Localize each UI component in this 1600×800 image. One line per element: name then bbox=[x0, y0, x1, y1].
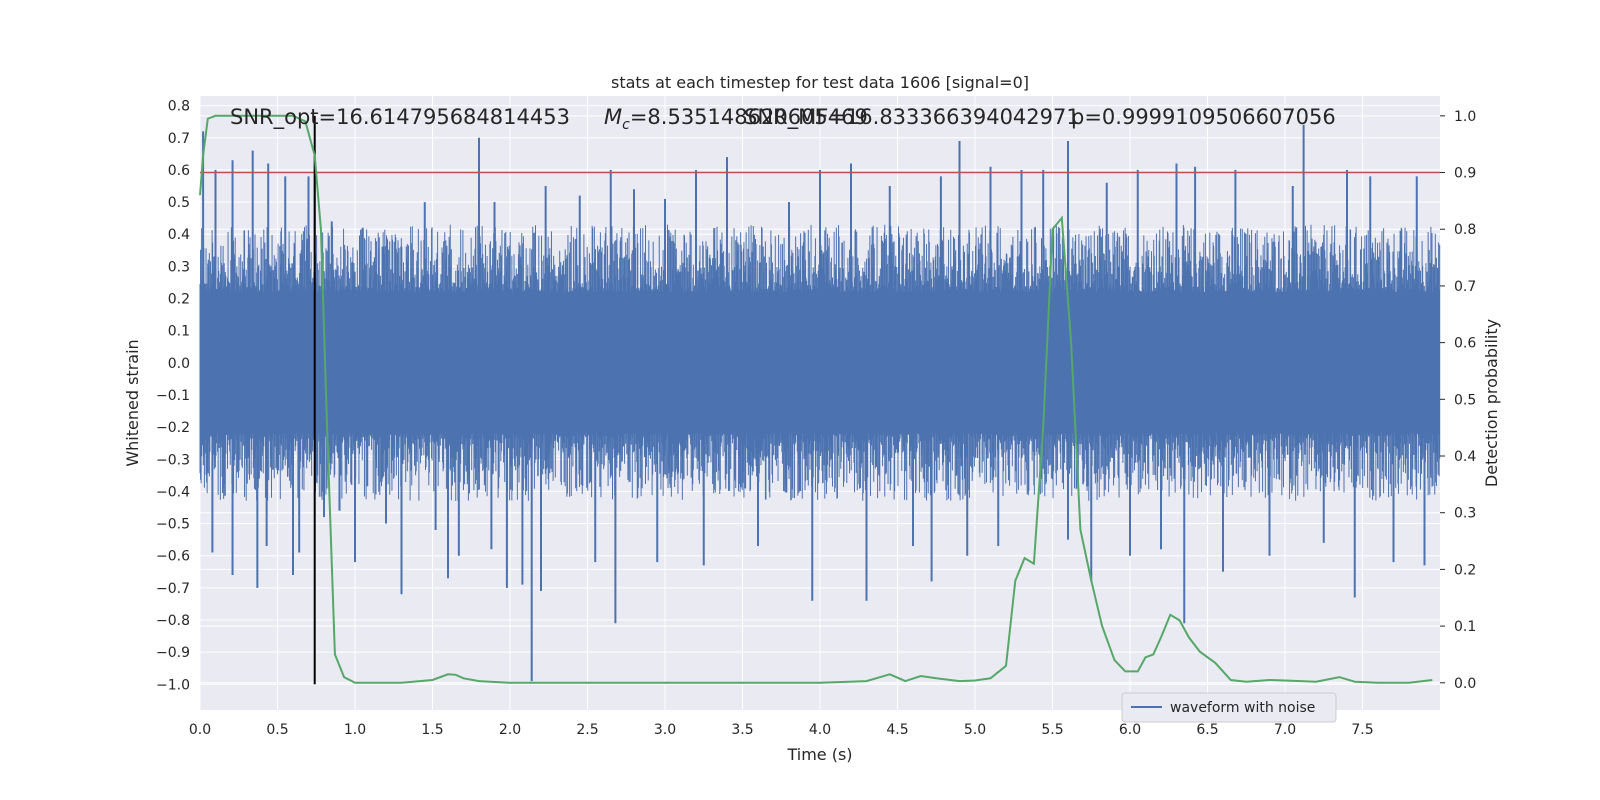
y-left-tick-label: 0.2 bbox=[168, 292, 190, 308]
y-right-tick-label: 0.4 bbox=[1454, 449, 1476, 465]
chart-title: stats at each timestep for test data 160… bbox=[611, 73, 1029, 92]
x-tick-label: 5.5 bbox=[1041, 722, 1063, 738]
x-tick-label: 4.0 bbox=[809, 722, 831, 738]
y-left-tick-label: −0.2 bbox=[156, 420, 190, 436]
y-axis-right-title: Detection probability bbox=[1482, 319, 1501, 487]
x-tick-label: 3.0 bbox=[654, 722, 676, 738]
chirp-mass-subscript: c bbox=[622, 117, 630, 133]
y-left-tick-label: −0.7 bbox=[156, 581, 190, 597]
annotation-snr-mf: SNR_MF=16.833366394042971 bbox=[744, 105, 1080, 130]
x-tick-label: 4.5 bbox=[886, 722, 908, 738]
legend-label-waveform: waveform with noise bbox=[1170, 700, 1315, 716]
x-tick-label: 1.5 bbox=[421, 722, 443, 738]
chirp-mass-symbol: M bbox=[604, 105, 622, 129]
x-tick-label: 0.5 bbox=[266, 722, 288, 738]
y-left-tick-label: 0.1 bbox=[168, 324, 190, 340]
y-left-tick-label: −0.5 bbox=[156, 517, 190, 533]
legend: waveform with noise bbox=[1121, 692, 1337, 723]
annotation-p-value: p=0.9999109506607056 bbox=[1071, 105, 1336, 129]
y-right-tick-label: 0.8 bbox=[1454, 222, 1476, 238]
x-tick-label: 3.5 bbox=[731, 722, 753, 738]
y-left-tick-label: −0.4 bbox=[156, 484, 190, 500]
y-left-tick-label: 0.5 bbox=[168, 195, 190, 211]
y-left-tick-label: −0.9 bbox=[156, 645, 190, 661]
y-right-tick-label: 0.6 bbox=[1454, 336, 1476, 352]
y-left-tick-label: −0.1 bbox=[156, 388, 190, 404]
probability-line bbox=[199, 114, 1433, 684]
annotation-snr-opt: SNR_opt=16.614795684814453 bbox=[230, 105, 570, 130]
waveform-noise-trace bbox=[199, 224, 1441, 501]
probability-series bbox=[199, 114, 1433, 684]
y-axis-left-title: Whitened strain bbox=[123, 339, 142, 466]
y-left-tick-label: 0.7 bbox=[168, 131, 190, 147]
x-tick-label: 2.0 bbox=[499, 722, 521, 738]
y-right-tick-label: 0.3 bbox=[1454, 506, 1476, 522]
x-tick-label: 5.0 bbox=[964, 722, 986, 738]
waveform-series bbox=[199, 124, 1441, 682]
y-left-tick-label: −0.8 bbox=[156, 613, 190, 629]
y-right-tick-label: 1.0 bbox=[1454, 109, 1476, 125]
chirp-mass-value: =8.535148620605469 bbox=[630, 105, 868, 129]
y-left-tick-label: −1.0 bbox=[156, 677, 190, 693]
x-tick-label: 1.0 bbox=[344, 722, 366, 738]
tick-labels: 0.0 0.5 1.0 1.5 2.0 2.5 3.0 3.5 4.0 4.5 5.0 5.5 6.0 6… bbox=[156, 99, 1476, 738]
y-left-tick-label: 0.4 bbox=[168, 227, 190, 243]
x-axis-title: Time (s) bbox=[786, 745, 852, 764]
x-tick-label: 2.5 bbox=[576, 722, 598, 738]
y-left-tick-label: −0.3 bbox=[156, 452, 190, 468]
annotation-chirp-mass: Mc=8.535148620605469 bbox=[604, 105, 868, 133]
y-right-tick-label: 0.7 bbox=[1454, 279, 1476, 295]
x-tick-label: 6.0 bbox=[1119, 722, 1141, 738]
y-right-tick-label: 0.9 bbox=[1454, 166, 1476, 182]
y-left-tick-label: 0.0 bbox=[168, 356, 190, 372]
y-right-tick-label: 0.5 bbox=[1454, 392, 1476, 408]
y-left-tick-label: 0.6 bbox=[168, 163, 190, 179]
legend-box bbox=[1121, 692, 1337, 723]
y-left-tick-label: 0.8 bbox=[168, 99, 190, 115]
y-left-tick-label: −0.6 bbox=[156, 549, 190, 565]
y-right-tick-label: 0.1 bbox=[1454, 619, 1476, 635]
overlay-lines bbox=[200, 115, 1440, 685]
x-tick-label: 6.5 bbox=[1196, 722, 1218, 738]
y-right-tick-label: 0.0 bbox=[1454, 676, 1476, 692]
y-left-tick-label: 0.3 bbox=[168, 259, 190, 275]
y-right-tick-label: 0.2 bbox=[1454, 562, 1476, 578]
x-tick-label: 7.0 bbox=[1274, 722, 1296, 738]
x-tick-label: 0.0 bbox=[189, 722, 211, 738]
x-tick-label: 7.5 bbox=[1351, 722, 1373, 738]
